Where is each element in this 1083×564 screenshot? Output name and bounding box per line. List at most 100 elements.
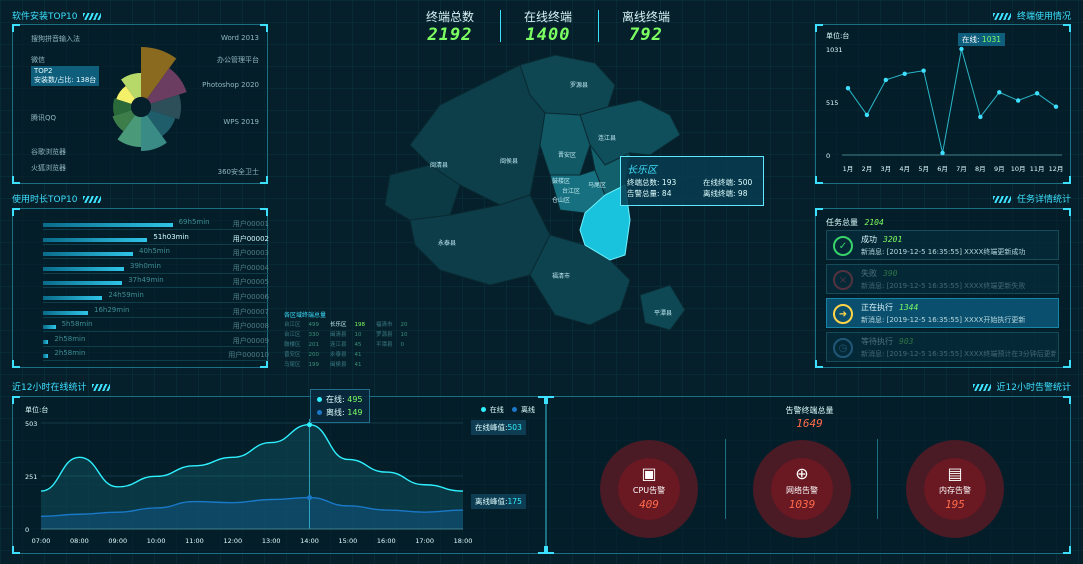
task-item-running[interactable]: ➜ 正在执行 1344 新消息: [2019-12-5 16:35:55] XXX…: [826, 298, 1059, 328]
network-globe-icon: ⊕: [795, 463, 809, 483]
usage-row[interactable]: 39h0min 用户00004: [29, 261, 269, 275]
usage-row[interactable]: 40h5min 用户00003: [29, 246, 269, 260]
x-tick-label: 1月: [843, 165, 854, 173]
usage-point[interactable]: [883, 77, 889, 83]
online-12h-title-text: 近12小时在线统计: [12, 383, 87, 393]
map-legend-item: 马尾区 199: [284, 362, 320, 368]
usage-bar: [43, 325, 56, 330]
terminal-usage-tooltip: 在线: 1031: [958, 33, 1006, 46]
usage-row[interactable]: 51h03min 用户00002: [29, 232, 269, 246]
usage-value: 5h58min: [61, 320, 93, 329]
hover-point[interactable]: [307, 422, 313, 428]
map-legend-item: 永泰县 41: [330, 352, 362, 358]
usage-row[interactable]: 2h58min 用户000010: [29, 348, 269, 362]
series-area: [41, 497, 463, 529]
cpu-alarm[interactable]: ▣ CPU告警 409: [600, 440, 698, 538]
usage-point[interactable]: [978, 114, 983, 120]
usage-point[interactable]: [864, 112, 870, 118]
map-legend-item: 晋安区 200: [284, 352, 320, 358]
usage-row[interactable]: 2h58min 用户00009: [29, 334, 269, 348]
usage-user: 用户00007: [232, 307, 269, 316]
usage-user: 用户00006: [232, 293, 269, 301]
map-tooltip-total: 终端总数: 193: [627, 178, 677, 187]
series-line: [40, 496, 464, 518]
map-label: 马尾区: [588, 181, 606, 189]
map-label: 连江县: [598, 134, 616, 142]
map-label: 闽清县: [430, 161, 448, 169]
stripes-icon: [972, 384, 991, 391]
pie-slice[interactable]: [141, 47, 177, 99]
usage-point[interactable]: [1053, 104, 1059, 109]
pie-slice[interactable]: [116, 85, 136, 104]
usage-point[interactable]: [902, 71, 907, 76]
pie-slice[interactable]: [121, 73, 141, 99]
usage-row[interactable]: 16h29min 用户00007: [29, 305, 269, 319]
stripes-icon: [992, 196, 1011, 203]
map-legend-item: 台江区 330: [284, 332, 320, 338]
software-top10-title-text: 软件安装TOP10: [12, 12, 78, 22]
map-legend-item: 台江区 499: [284, 322, 320, 328]
pie-label-right-1: 办公管理平台: [217, 56, 259, 64]
usage-value: 2h58min: [54, 334, 86, 343]
map-label: 罗源县: [570, 81, 588, 89]
usage-bar: [43, 252, 133, 257]
map-region-jinan: [539, 112, 591, 176]
kpi-offline-label: 离线终端: [621, 10, 670, 24]
kpi-offline: 离线终端 792: [606, 8, 686, 45]
hover-point[interactable]: [307, 495, 313, 501]
task-item-waiting[interactable]: ◷ 等待执行 903 新消息: [2019-12-5 16:35:55] XXXX…: [826, 332, 1059, 362]
x-tick-label: 10月: [1011, 165, 1026, 173]
usage-value: 2h58min: [54, 349, 86, 358]
pie-slice[interactable]: [113, 98, 132, 116]
pie-slice[interactable]: [150, 94, 181, 120]
usage-point[interactable]: [845, 85, 851, 91]
usage-value: 16h29min: [94, 305, 130, 314]
x-tick-label: 11月: [1030, 165, 1045, 173]
usage-point[interactable]: [1034, 91, 1040, 96]
software-top10-panel: 搜狗拼音输入法 微信 腾讯QQ 谷歌浏览器 火狐浏览器 Word 2013 办公…: [12, 24, 268, 184]
pie-slice[interactable]: [141, 115, 167, 151]
map-tooltip-offline: 离线终端: 98: [703, 189, 748, 198]
x-tick-label: 18:00: [454, 537, 473, 545]
network-alarm[interactable]: ⊕ 网络告警 1039: [753, 440, 851, 538]
y-tick-label: 251: [25, 473, 37, 481]
usage-bar: [43, 310, 88, 315]
task-item-success[interactable]: ✓ 成功 3201 新消息: [2019-12-5 16:35:55] XXXX终…: [826, 230, 1059, 260]
usage-row[interactable]: 24h59min 用户00006: [29, 290, 269, 304]
pie-slice[interactable]: [117, 115, 141, 147]
usage-bar: [43, 339, 49, 344]
usage-value: 40h5min: [139, 247, 170, 256]
usage-point[interactable]: [940, 150, 945, 156]
x-tick-label: 7月: [956, 165, 967, 173]
task-item-failed[interactable]: × 失败 390 新消息: [2019-12-5 16:35:55] XXXX终端…: [826, 264, 1059, 294]
alarm-total-value: 1649: [796, 417, 823, 430]
online-12h-tooltip: 在线: 495 离线: 149: [310, 389, 370, 423]
software-pie-chart[interactable]: [13, 25, 269, 185]
online-12h-chart[interactable]: 503 251 007:00 08:00 09:00 10:00 11:00 12:00 13:…: [13, 397, 547, 555]
memory-alarm[interactable]: ▤ 内存告警 195: [906, 440, 1004, 538]
usage-point[interactable]: [997, 90, 1002, 95]
map-label: 永泰县: [438, 239, 456, 247]
pie-label-left-1: 微信: [31, 56, 45, 64]
map-label: 福清市: [552, 272, 570, 280]
usage-bar: [43, 223, 173, 227]
pie-tooltip: TOP2 安装数/占比: 138台: [31, 66, 100, 86]
usage-point[interactable]: [921, 68, 926, 73]
pie-slice[interactable]: [146, 110, 176, 137]
pie-label-left-4: 火狐浏览器: [31, 164, 66, 172]
pie-slice[interactable]: [112, 110, 136, 132]
kpi-total-label: 终端总数: [425, 10, 474, 24]
online-12h-legend: 在线 离线: [480, 405, 535, 415]
pie-slice[interactable]: [146, 68, 187, 104]
map-legend-item: 连江县 45: [330, 342, 362, 348]
region-map[interactable]: 罗源县 连江县 闽侯县 晋安区 鼓楼区 台江区 仓山区 马尾区 闽清县 永泰县 …: [380, 45, 710, 365]
usage-user: 用户00001: [232, 220, 269, 228]
usage-row[interactable]: 5h58min 用户00008: [29, 319, 269, 333]
kpi-total: 终端总数 2192: [410, 8, 490, 45]
terminal-usage-chart[interactable]: 1031 515 0 1月 2月 3月 4月 5月 6月 7月 8月 9月 10月 11月 12月: [816, 25, 1072, 185]
usage-row[interactable]: 37h49min 用户00005: [29, 275, 269, 289]
usage-point[interactable]: [1015, 98, 1021, 103]
usage-row[interactable]: 69h5min 用户00001: [29, 217, 269, 231]
x-tick-label: 6月: [937, 165, 948, 173]
usage-point[interactable]: [959, 46, 964, 52]
